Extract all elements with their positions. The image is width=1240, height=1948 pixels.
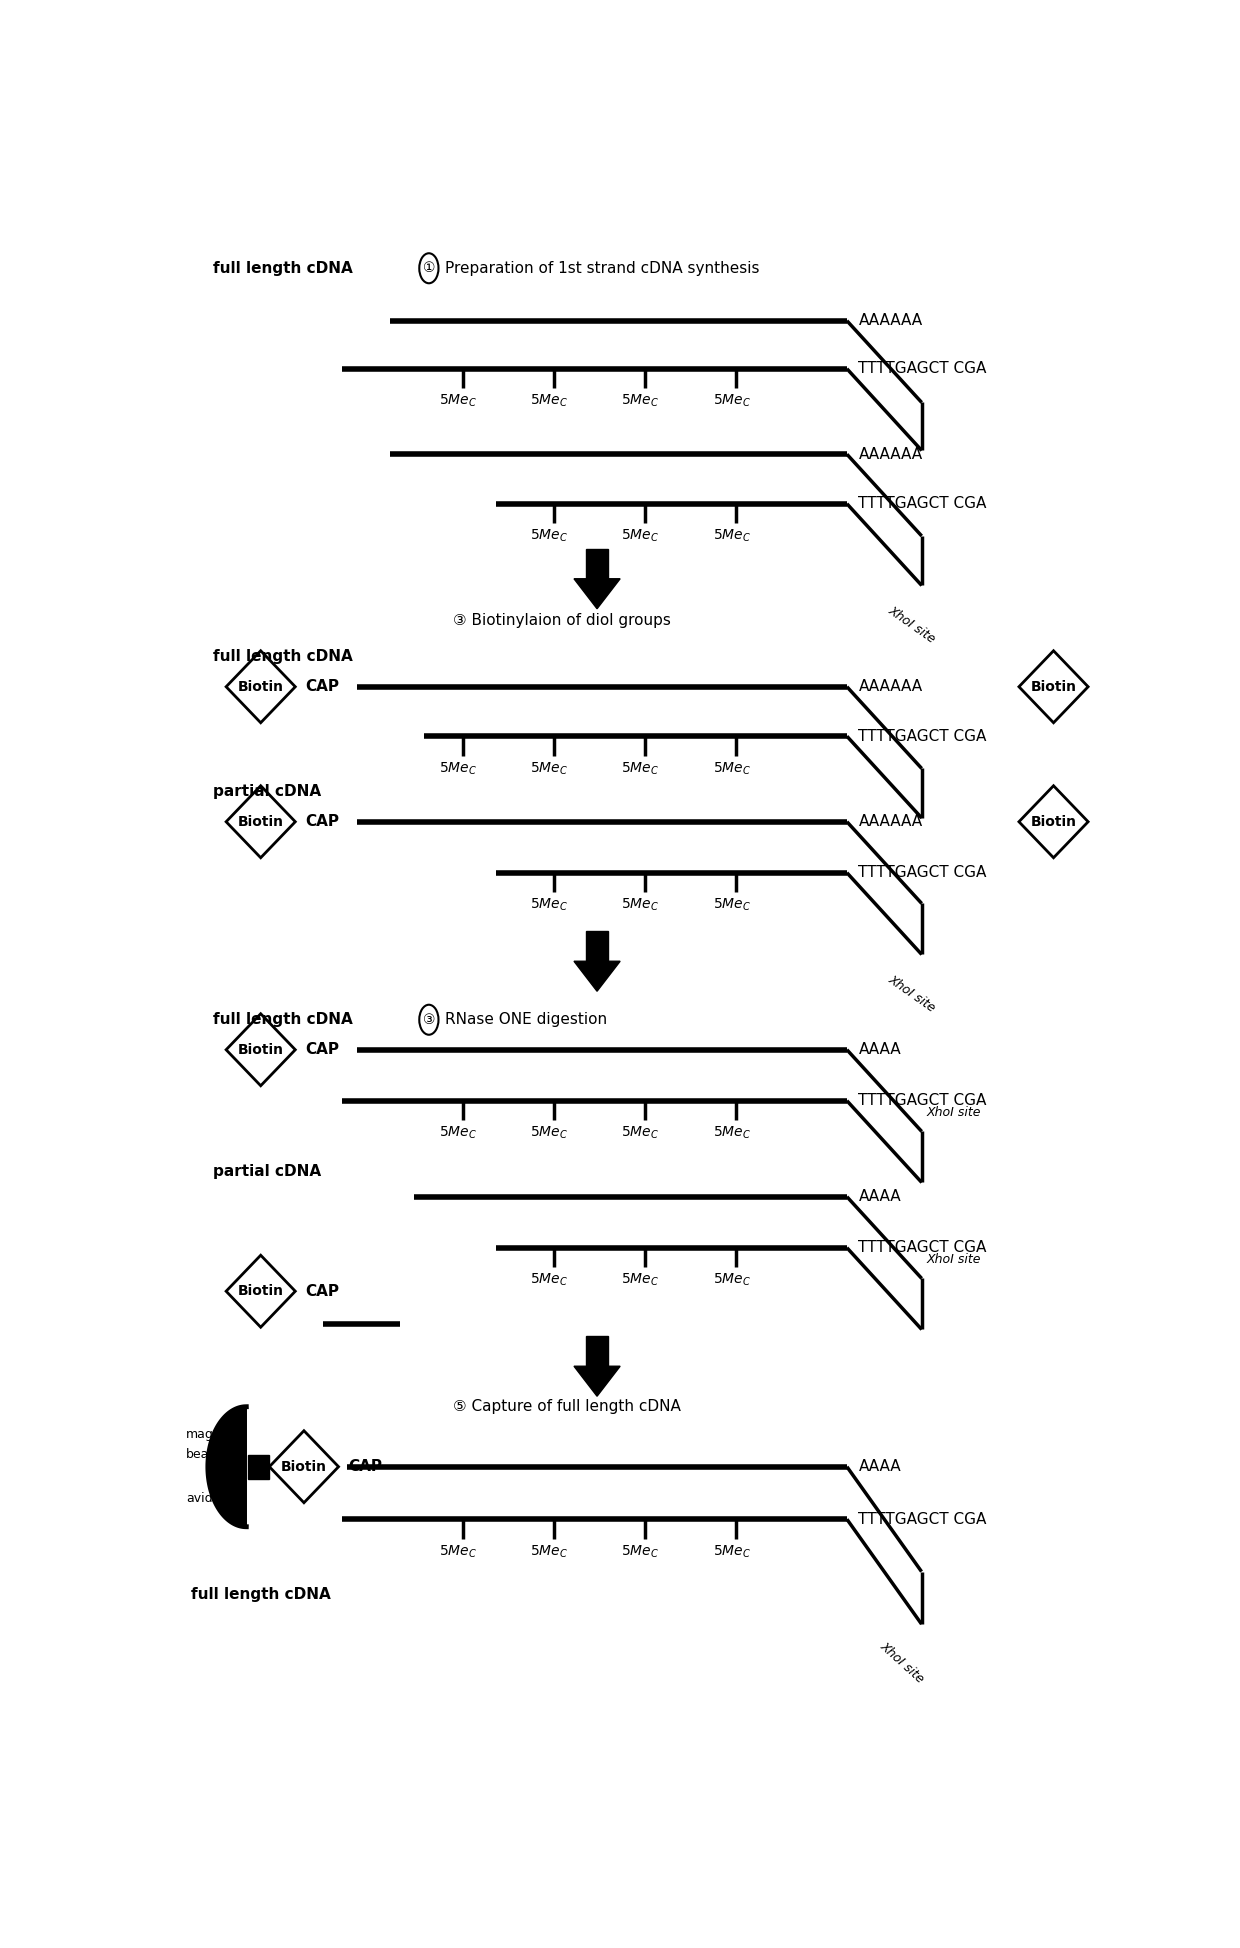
Text: XhoI site: XhoI site [926, 1253, 981, 1266]
Text: $5Me_C$: $5Me_C$ [621, 1272, 660, 1288]
Text: AAAAAA: AAAAAA [858, 680, 923, 693]
Text: $5Me_C$: $5Me_C$ [713, 1272, 750, 1288]
Text: $5Me_C$: $5Me_C$ [529, 896, 568, 914]
Text: full length cDNA: full length cDNA [191, 1588, 331, 1601]
Text: XhoI site: XhoI site [878, 1638, 928, 1685]
Text: AAAA: AAAA [858, 1459, 901, 1475]
Text: AAAA: AAAA [858, 1042, 901, 1058]
Polygon shape [587, 931, 608, 960]
Polygon shape [208, 1406, 247, 1527]
Text: $5Me_C$: $5Me_C$ [713, 760, 750, 777]
Text: $5Me_C$: $5Me_C$ [529, 528, 568, 543]
Text: TTTTGAGCT CGA: TTTTGAGCT CGA [858, 360, 987, 376]
Polygon shape [587, 549, 608, 579]
Text: $5Me_C$: $5Me_C$ [621, 760, 660, 777]
Text: $5Me_C$: $5Me_C$ [439, 393, 476, 409]
Text: XhoI site: XhoI site [926, 1106, 981, 1120]
Text: ①: ① [423, 261, 435, 275]
Text: Biotin: Biotin [1030, 680, 1076, 693]
Polygon shape [574, 579, 620, 608]
Text: $5Me_C$: $5Me_C$ [621, 896, 660, 914]
Text: AAAAAA: AAAAAA [858, 314, 923, 329]
Text: avidin: avidin [186, 1492, 223, 1504]
Text: $5Me_C$: $5Me_C$ [439, 1543, 476, 1560]
Text: AAAAAA: AAAAAA [858, 814, 923, 830]
Text: $5Me_C$: $5Me_C$ [713, 896, 750, 914]
Text: TTTTGAGCT CGA: TTTTGAGCT CGA [858, 1093, 987, 1108]
Text: $5Me_C$: $5Me_C$ [439, 760, 476, 777]
Text: magnetic: magnetic [186, 1428, 244, 1442]
Text: $5Me_C$: $5Me_C$ [713, 528, 750, 543]
Text: CAP: CAP [305, 1042, 339, 1058]
Text: full length cDNA: full length cDNA [213, 649, 352, 664]
Text: $5Me_C$: $5Me_C$ [621, 1124, 660, 1142]
Text: TTTTGAGCT CGA: TTTTGAGCT CGA [858, 865, 987, 880]
Text: TTTTGAGCT CGA: TTTTGAGCT CGA [858, 1241, 987, 1255]
Text: $5Me_C$: $5Me_C$ [713, 1124, 750, 1142]
Text: $5Me_C$: $5Me_C$ [529, 760, 568, 777]
Text: $5Me_C$: $5Me_C$ [621, 528, 660, 543]
Text: XhoI site: XhoI site [887, 972, 939, 1015]
Text: full length cDNA: full length cDNA [213, 1013, 352, 1027]
Bar [248, 1455, 269, 1479]
Text: TTTTGAGCT CGA: TTTTGAGCT CGA [858, 497, 987, 510]
Text: $5Me_C$: $5Me_C$ [529, 1272, 568, 1288]
Text: full length cDNA: full length cDNA [213, 261, 352, 277]
Text: TTTTGAGCT CGA: TTTTGAGCT CGA [858, 1512, 987, 1527]
Text: Biotin: Biotin [238, 814, 284, 828]
Text: Biotin: Biotin [238, 1284, 284, 1297]
Text: CAP: CAP [305, 680, 339, 693]
Polygon shape [587, 1336, 608, 1366]
Text: $5Me_C$: $5Me_C$ [529, 393, 568, 409]
Text: $5Me_C$: $5Me_C$ [621, 393, 660, 409]
Polygon shape [574, 960, 620, 992]
Text: ③ Biotinylaion of diol groups: ③ Biotinylaion of diol groups [453, 614, 671, 629]
Text: AAAAAA: AAAAAA [858, 446, 923, 462]
Text: CAP: CAP [348, 1459, 382, 1475]
Text: RNase ONE digestion: RNase ONE digestion [445, 1013, 608, 1027]
Text: CAP: CAP [305, 1284, 339, 1299]
Text: $5Me_C$: $5Me_C$ [713, 1543, 750, 1560]
Text: Preparation of 1st strand cDNA synthesis: Preparation of 1st strand cDNA synthesis [445, 261, 760, 277]
Text: partial cDNA: partial cDNA [213, 1163, 321, 1179]
Text: Biotin: Biotin [238, 680, 284, 693]
Text: CAP: CAP [305, 814, 339, 830]
Text: ③: ③ [423, 1013, 435, 1027]
Text: Biotin: Biotin [1030, 814, 1076, 828]
Text: $5Me_C$: $5Me_C$ [439, 1124, 476, 1142]
Text: $5Me_C$: $5Me_C$ [713, 393, 750, 409]
Text: partial cDNA: partial cDNA [213, 785, 321, 799]
Text: XhoI site: XhoI site [887, 604, 939, 645]
Text: beads: beads [186, 1447, 223, 1461]
Text: AAAA: AAAA [858, 1188, 901, 1204]
Text: $5Me_C$: $5Me_C$ [529, 1543, 568, 1560]
Text: Biotin: Biotin [238, 1042, 284, 1056]
Text: TTTTGAGCT CGA: TTTTGAGCT CGA [858, 729, 987, 744]
Polygon shape [574, 1366, 620, 1397]
Text: $5Me_C$: $5Me_C$ [621, 1543, 660, 1560]
Text: ⑤ Capture of full length cDNA: ⑤ Capture of full length cDNA [453, 1399, 681, 1414]
Text: Biotin: Biotin [281, 1459, 327, 1475]
Text: $5Me_C$: $5Me_C$ [529, 1124, 568, 1142]
